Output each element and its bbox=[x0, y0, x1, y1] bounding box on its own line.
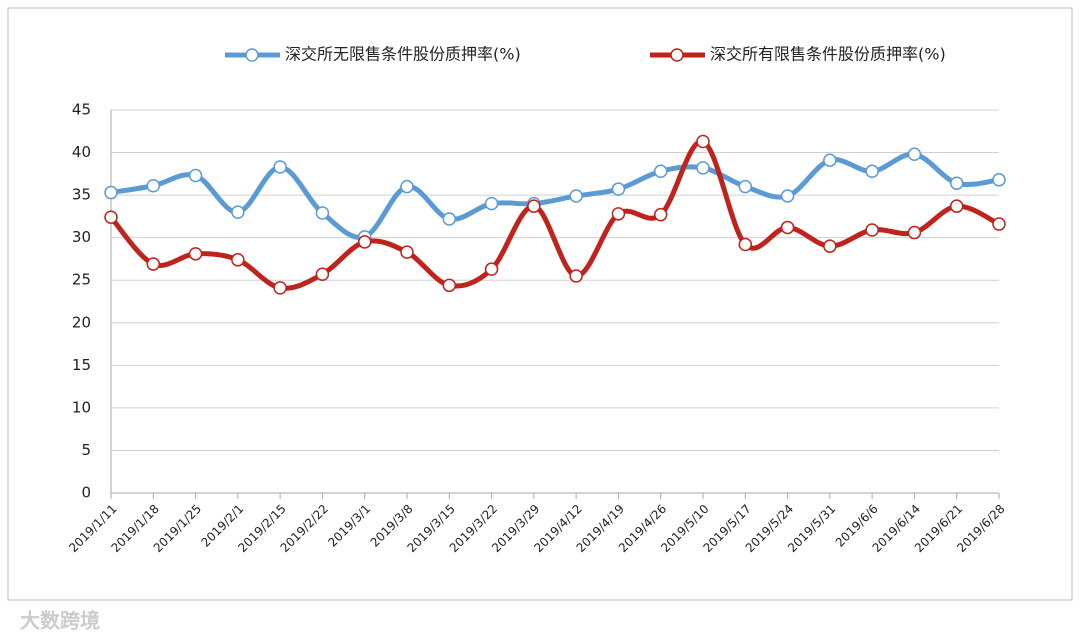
y-tick-label: 5 bbox=[81, 441, 91, 459]
point bbox=[400, 179, 414, 194]
legend-label: 深交所无限售条件股份质押率(%) bbox=[285, 45, 521, 64]
point bbox=[442, 212, 457, 226]
y-tick-label: 40 bbox=[72, 143, 91, 161]
point bbox=[146, 178, 161, 193]
legend-marker bbox=[670, 48, 684, 62]
point bbox=[104, 185, 118, 200]
legend-marker bbox=[245, 48, 259, 62]
y-tick-label: 15 bbox=[72, 356, 91, 374]
point bbox=[653, 164, 668, 179]
watermark: 大数跨境 bbox=[20, 609, 100, 633]
y-tick-label: 35 bbox=[72, 186, 91, 204]
point bbox=[611, 207, 626, 221]
y-tick-label: 0 bbox=[81, 484, 91, 502]
point bbox=[653, 207, 668, 222]
point bbox=[315, 206, 330, 220]
point bbox=[357, 235, 372, 249]
point bbox=[949, 199, 964, 213]
point bbox=[400, 245, 414, 259]
point bbox=[738, 237, 753, 252]
point bbox=[823, 239, 837, 253]
point bbox=[992, 217, 1006, 231]
series-line bbox=[110, 151, 1000, 241]
point bbox=[696, 161, 710, 175]
y-tick-label: 45 bbox=[72, 101, 91, 119]
point bbox=[865, 223, 879, 237]
point bbox=[611, 182, 626, 196]
point bbox=[231, 253, 245, 267]
point bbox=[865, 164, 879, 179]
y-tick-label: 10 bbox=[72, 398, 91, 416]
chart-frame bbox=[7, 7, 1073, 601]
series-line bbox=[109, 138, 1001, 291]
y-tick-label: 20 bbox=[72, 313, 91, 331]
point bbox=[315, 267, 330, 282]
point bbox=[146, 257, 161, 271]
point bbox=[992, 173, 1006, 187]
point bbox=[907, 147, 922, 162]
point bbox=[104, 210, 118, 224]
y-tick-label: 25 bbox=[72, 271, 91, 289]
point bbox=[569, 189, 583, 203]
point bbox=[188, 247, 203, 261]
point bbox=[188, 168, 203, 183]
point bbox=[484, 262, 499, 276]
point bbox=[696, 134, 710, 149]
legend-label: 深交所有限售条件股份质押率(%) bbox=[710, 45, 946, 64]
point bbox=[738, 179, 753, 194]
point bbox=[442, 278, 457, 293]
point bbox=[569, 269, 583, 283]
point bbox=[949, 176, 964, 190]
point bbox=[231, 205, 245, 219]
point bbox=[907, 225, 922, 240]
point bbox=[823, 153, 837, 167]
point bbox=[273, 160, 287, 174]
point bbox=[273, 281, 287, 295]
point bbox=[780, 220, 795, 235]
y-tick-label: 30 bbox=[72, 228, 91, 246]
point bbox=[780, 189, 795, 203]
point bbox=[527, 199, 541, 213]
point bbox=[484, 196, 499, 211]
